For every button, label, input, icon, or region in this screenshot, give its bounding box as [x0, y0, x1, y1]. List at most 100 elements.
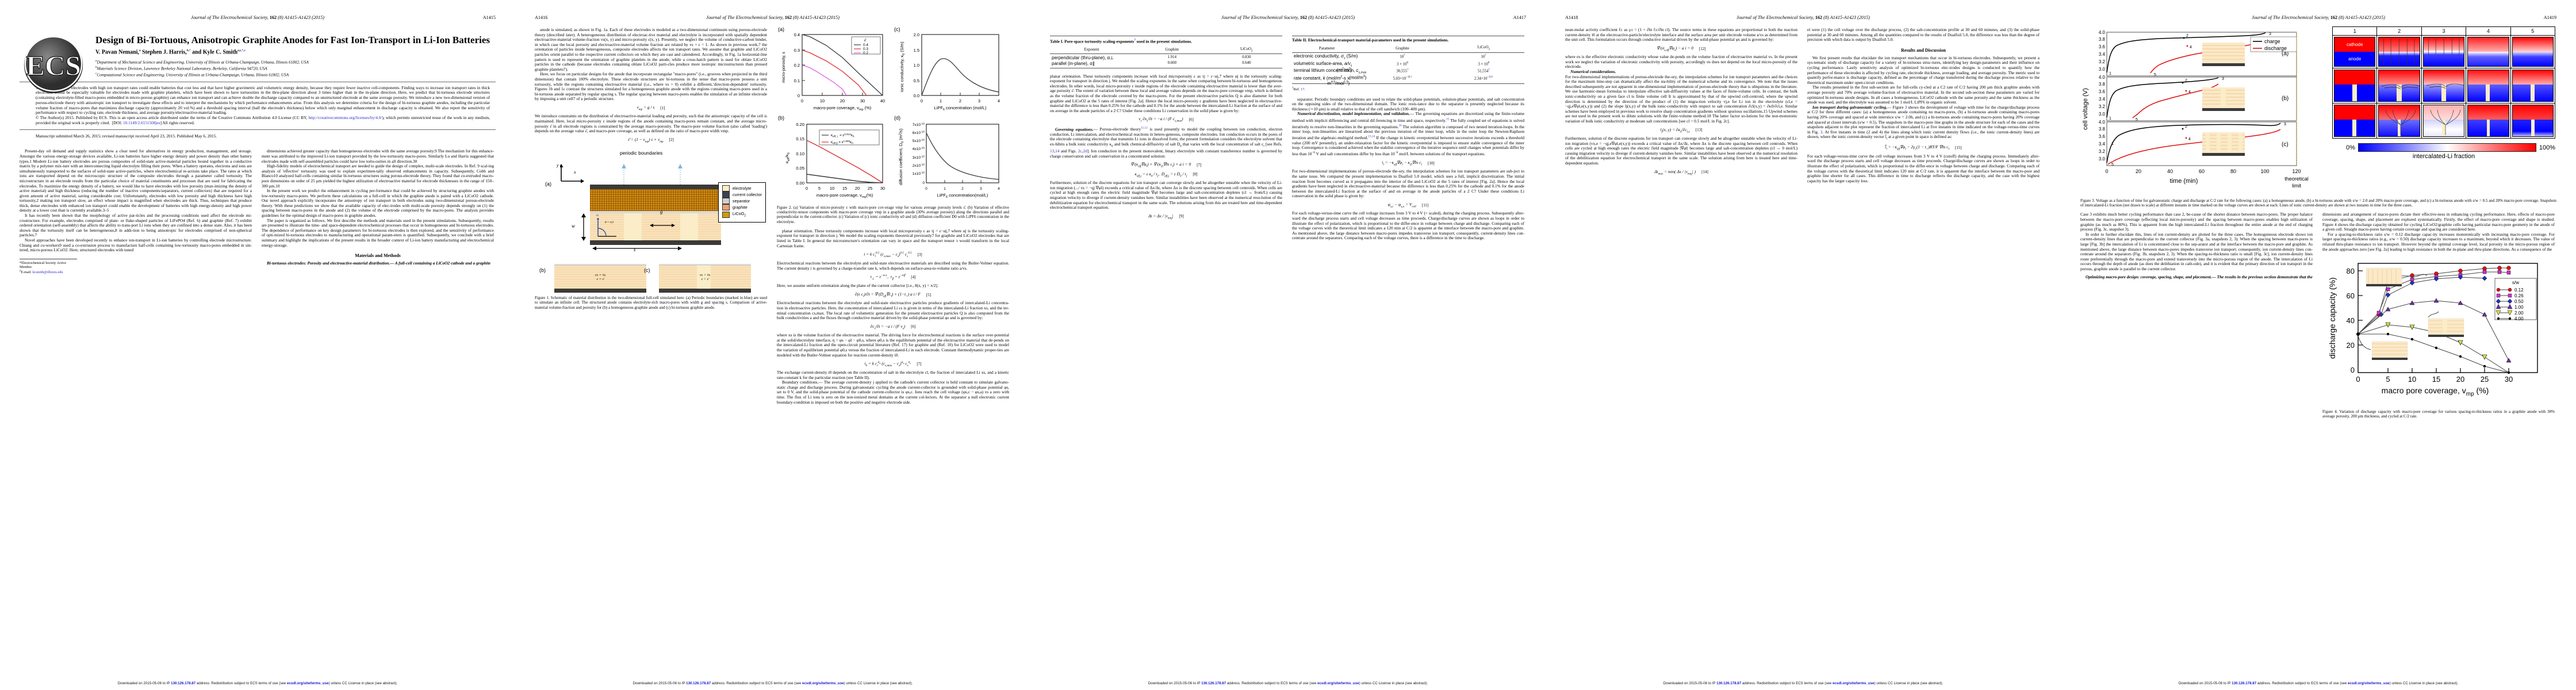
journal-pages: A1415-A1423	[1830, 15, 1857, 20]
journal-issue: (8)	[1823, 15, 1829, 20]
paragraph: Boundary conditions.— The average curren…	[777, 379, 1009, 405]
colorbar-min-label: 0%	[2346, 144, 2355, 151]
fig3-theoretical-limit-label-2: limit	[2292, 183, 2301, 189]
svg-text:2.00: 2.00	[2514, 310, 2524, 316]
heatmap-cell	[2466, 103, 2511, 139]
equation-11: Δt < Δx / |vmig| [9]	[1148, 213, 1184, 220]
legend-entry: current collector	[722, 191, 762, 198]
fig1-panel-b-label: (b)	[539, 267, 546, 274]
fig1c-current-collector	[659, 289, 751, 293]
fig2b-panel-label: (b)	[778, 115, 784, 121]
equation-14: ∇·(σs,eff∇φs) − a i = 0 [12]	[1657, 45, 1706, 52]
svg-text:0: 0	[922, 181, 925, 185]
svg-text:ε̄: ε̄	[864, 39, 867, 43]
paragraph: separator. Periodic boundary conditions …	[1292, 96, 1524, 112]
doi-link[interactable]: 10.1149/2.0151508jes	[122, 120, 160, 125]
cell: perpendicular (thru-plane), α⊥	[1052, 55, 1114, 60]
journal-year: (2015)	[312, 15, 324, 20]
affiliation-b: bMaterials Science Division, Lawrence Be…	[95, 66, 267, 71]
svg-text:4.00: 4.00	[2514, 316, 2524, 321]
svg-text:4.0: 4.0	[2099, 30, 2106, 35]
fig3-heatmap-grid: 1 2 3 4 5 cathode anode	[2332, 26, 2556, 160]
svg-text:3x10-10: 3x10-10	[913, 155, 925, 160]
page-3: Journal of The Electrochemical Society, …	[1030, 0, 1546, 690]
grid-header-row: 1 2 3 4 5	[2332, 26, 2556, 36]
fig2c-plot: 2.0 1.5 1.0 0.5 0.0 0 1 2 3 4 LiPF6 concentr…	[899, 32, 1000, 112]
page1-col-left: Present-day oil demand and supply statis…	[20, 149, 252, 274]
cell: parallel (in-plane), α∥	[1052, 60, 1095, 66]
figure-2: (a) 0.4 0.3 0.2 0.1 0 0 10 20 30	[777, 26, 1009, 224]
anode-label: anode	[2334, 52, 2375, 66]
page5-col-right: dimensions and arrangement of macro-pore…	[2322, 212, 2555, 419]
cc-license-link[interactable]: http://creativecommons.org/licenses/by/4…	[308, 114, 382, 120]
svg-text:60: 60	[2199, 168, 2205, 174]
svg-text:4.0: 4.0	[2099, 75, 2106, 80]
svg-text:(a): (a)	[2282, 51, 2288, 57]
footer-terms-link[interactable]: ecsdl.org/site/terms_use	[802, 681, 844, 685]
legend-entry: graphite	[722, 204, 762, 211]
svg-text:4: 4	[2188, 90, 2191, 94]
footer-terms-link[interactable]: ecsdl.org/site/terms_use	[287, 681, 329, 685]
heatmap-cell: cathode anode	[2332, 35, 2378, 68]
paragraph: High-fidelity models of electrochemical …	[262, 163, 494, 189]
svg-text:20: 20	[2456, 375, 2464, 384]
journal-year: (2015)	[827, 15, 839, 20]
section-heading-materials: Materials and Methods	[355, 253, 401, 259]
journal-year: (2015)	[2372, 15, 2385, 20]
svg-text:4: 4	[2188, 137, 2191, 141]
svg-text:0.4: 0.4	[794, 32, 800, 37]
svg-text:3: 3	[978, 98, 980, 103]
grid-row-b	[2332, 68, 2556, 103]
equation-12: il = −κeff∇φl − κD∇ln cl [10]	[1382, 159, 1435, 167]
figure-3-caption: Figure 3. Voltage as a function of time …	[2080, 198, 2556, 208]
journal-name: Journal of The Electrochemical Society,	[1221, 15, 1299, 20]
heatmap-cell	[2376, 68, 2422, 103]
cell: terminal lithium concentration, cs,max (m…	[1294, 68, 1367, 80]
svg-text:(b): (b)	[2282, 95, 2288, 102]
fig1-panel-b: (b) vs = v̄s ε = ε̄	[539, 264, 646, 293]
paragraph: Electrochemical reactions between the el…	[777, 260, 1009, 271]
running-head: A1418 Journal of The Electrochemical Soc…	[1565, 15, 2041, 23]
journal-name: Journal of The Electrochemical Society,	[706, 15, 784, 20]
legend-entry: electrolyte	[722, 185, 762, 192]
footer-terms-link[interactable]: ecsdl.org/site/terms_use	[1317, 681, 1359, 685]
col-snapshot-5: 5	[2510, 26, 2556, 36]
svg-text:0: 0	[798, 93, 800, 98]
abstract-text: Thick Li-ion battery electrodes with hig…	[36, 85, 490, 116]
fig3-plot: cell voltage (V) 4.03.8 3.63.4 3.23.0 12…	[2082, 30, 2309, 189]
journal-year: (2015)	[1857, 15, 1870, 20]
heatmap-cell	[2376, 35, 2422, 68]
svg-text:3.2: 3.2	[2099, 59, 2106, 64]
svg-text:0.0: 0.0	[914, 93, 919, 98]
svg-text:0.2: 0.2	[863, 51, 868, 55]
svg-text:5: 5	[2111, 163, 2114, 167]
svg-text:5: 5	[2154, 73, 2156, 77]
col-snapshot-3: 3	[2421, 26, 2467, 36]
paragraph: For each voltage-versus-time curve the c…	[1292, 210, 1524, 241]
equation-8: vs ∂xs/∂t = −a i / (F cs,max) [6]	[1138, 116, 1194, 123]
fig2d-xlabel: LiPF6 concentration(mol/L)	[937, 193, 988, 199]
col-exponent: Exponent	[1084, 47, 1099, 52]
subsection-heading: Numerical considerations.	[1570, 69, 1616, 75]
grid-row-c	[2332, 103, 2556, 139]
fig1b-eq-vs: vs = v̄s	[595, 273, 606, 278]
svg-text:10: 10	[830, 186, 834, 191]
footer-terms-link[interactable]: ecsdl.org/site/terms_use	[1833, 681, 1874, 685]
colorbar-max-label: 100%	[2539, 144, 2555, 151]
svg-text:3: 3	[2269, 32, 2271, 36]
svg-text:4x10-10: 4x10-10	[913, 147, 925, 152]
journal-pages: A1415-A1423	[799, 15, 826, 20]
fig2d-chart: (d) 7x10-10 6x10-10 5x10-10 4x10-10 3x10…	[893, 115, 1006, 202]
journal-name: Journal of The Electrochemical Society,	[2252, 15, 2329, 20]
paragraph: We first present results that elucidate …	[1807, 55, 2040, 85]
footnote-2: zE-mail: kcsmith@illinois.edu	[20, 269, 63, 274]
page-footer: Downloaded on 2015-05-06 to IP 130.126.1…	[1565, 681, 2041, 685]
svg-text:3.2: 3.2	[2099, 104, 2106, 109]
running-head: Journal of The Electrochemical Society, …	[1050, 15, 1526, 23]
heatmap-cell	[2421, 103, 2467, 139]
svg-text:3.4: 3.4	[2099, 97, 2106, 102]
folio-page-2: A1416	[535, 15, 548, 20]
footer-terms-link[interactable]: ecsdl.org/site/terms_use	[2348, 681, 2390, 685]
fig1-cathode-licoo2	[590, 189, 721, 212]
